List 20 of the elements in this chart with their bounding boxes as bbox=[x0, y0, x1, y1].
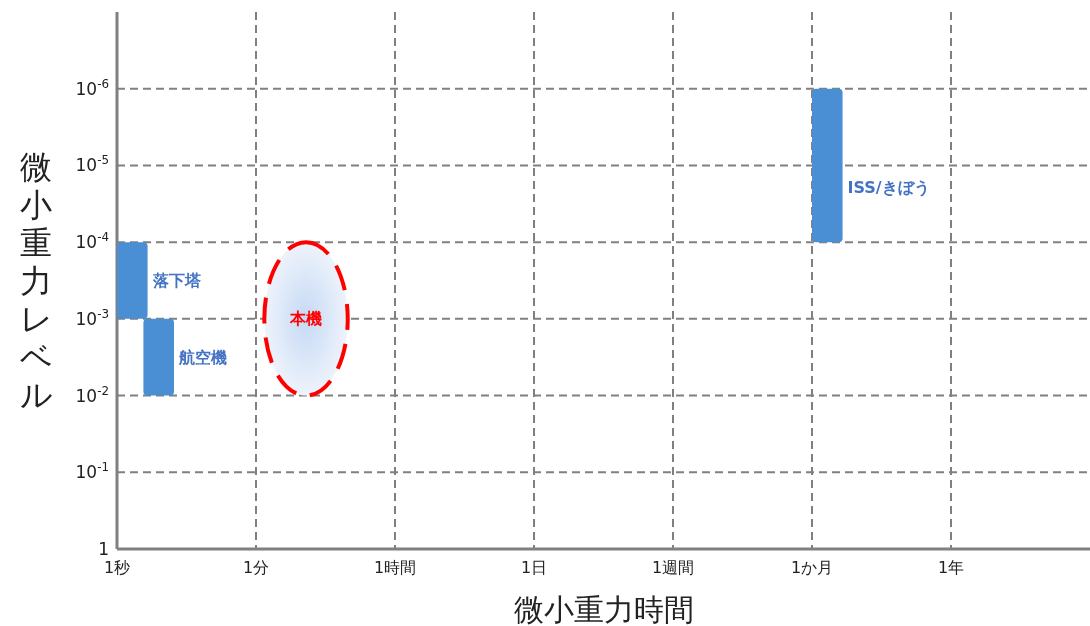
x-tick-label: 1秒 bbox=[103, 558, 131, 577]
y-tick-label: 1 bbox=[98, 538, 109, 559]
y-axis-title: 微小重力レベル bbox=[19, 147, 53, 414]
x-tick-label: 1年 bbox=[937, 558, 965, 577]
x-tick-label: 1か月 bbox=[790, 558, 834, 577]
y-tick-label: 10$^{-5}$ bbox=[75, 153, 109, 176]
x-axis-title: 微小重力時間 bbox=[513, 592, 694, 626]
y-tick-label: 10$^{-6}$ bbox=[75, 76, 109, 99]
x-tick-label: 1週間 bbox=[651, 558, 695, 577]
y-tick-label: 10$^{-1}$ bbox=[75, 460, 109, 483]
y-tick-label: 10$^{-3}$ bbox=[75, 306, 109, 329]
y-tick-label: 10$^{-4}$ bbox=[75, 230, 109, 253]
series-label: 落下塔 bbox=[151, 271, 202, 291]
series-label: 航空機 bbox=[177, 347, 227, 367]
series-label: 本機 bbox=[289, 309, 323, 329]
series-label: ISS/きぼう bbox=[847, 178, 930, 198]
x-tick-label: 1日 bbox=[520, 558, 548, 577]
x-tick-label: 1時間 bbox=[373, 558, 417, 577]
y-tick-label: 10$^{-2}$ bbox=[75, 383, 109, 406]
x-tick-label: 1分 bbox=[242, 558, 270, 577]
